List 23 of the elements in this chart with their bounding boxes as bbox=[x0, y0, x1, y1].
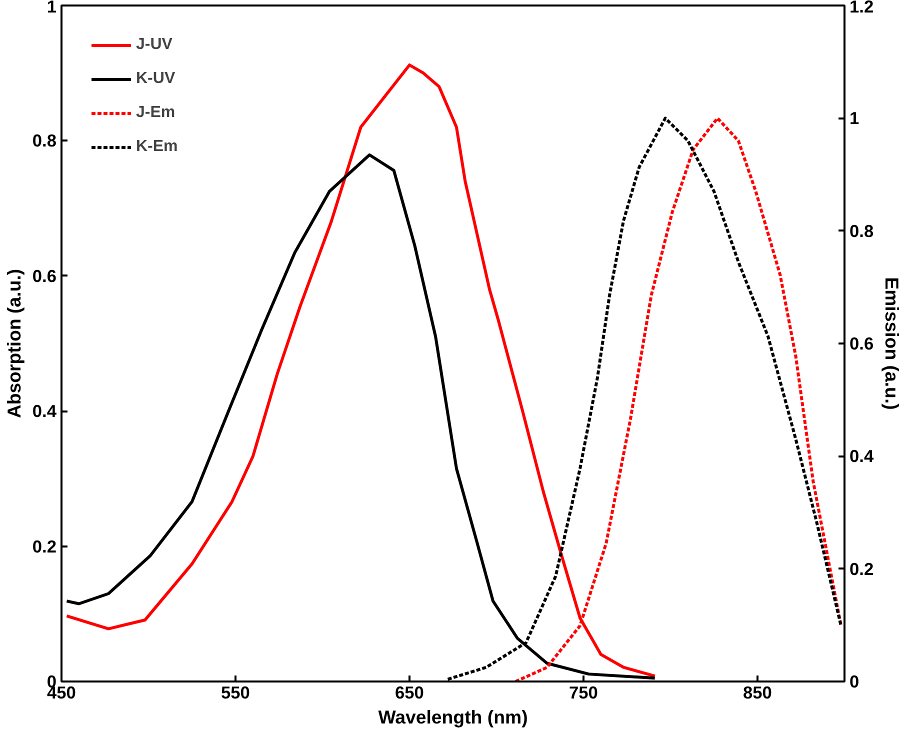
legend-label: J-Em bbox=[136, 104, 176, 122]
y-tick-label: 1 bbox=[46, 0, 57, 16]
y2-tick-label: 0.6 bbox=[850, 334, 874, 354]
y2-tick-label: 1 bbox=[850, 108, 860, 128]
y2-tick-label: 0.2 bbox=[850, 558, 874, 579]
y-tick-label: 0.2 bbox=[32, 536, 57, 556]
y-tick-label: 0.4 bbox=[32, 401, 57, 422]
y2-tick-label: 1.2 bbox=[850, 0, 874, 16]
legend-label: K-UV bbox=[136, 70, 176, 88]
y2-tick-label: 0.4 bbox=[850, 446, 874, 466]
y-axis-title: Absorption (a.u.) bbox=[3, 268, 24, 418]
x-tick-label: 750 bbox=[569, 682, 598, 702]
x-tick-label: 850 bbox=[743, 682, 772, 702]
legend-label: J-UV bbox=[136, 36, 172, 54]
y2-axis-title: Emission (a.u.) bbox=[882, 277, 903, 410]
x-tick-label: 550 bbox=[221, 682, 250, 702]
y2-tick-label: 0 bbox=[850, 672, 860, 692]
x-axis-title: Wavelength (nm) bbox=[378, 706, 528, 728]
y2-tick-label: 0.8 bbox=[850, 220, 874, 241]
y-tick-label: 0.6 bbox=[32, 266, 57, 286]
x-tick-label: 650 bbox=[395, 682, 424, 702]
y-tick-label: 0.8 bbox=[32, 130, 57, 151]
legend-label: K-Em bbox=[136, 138, 178, 156]
